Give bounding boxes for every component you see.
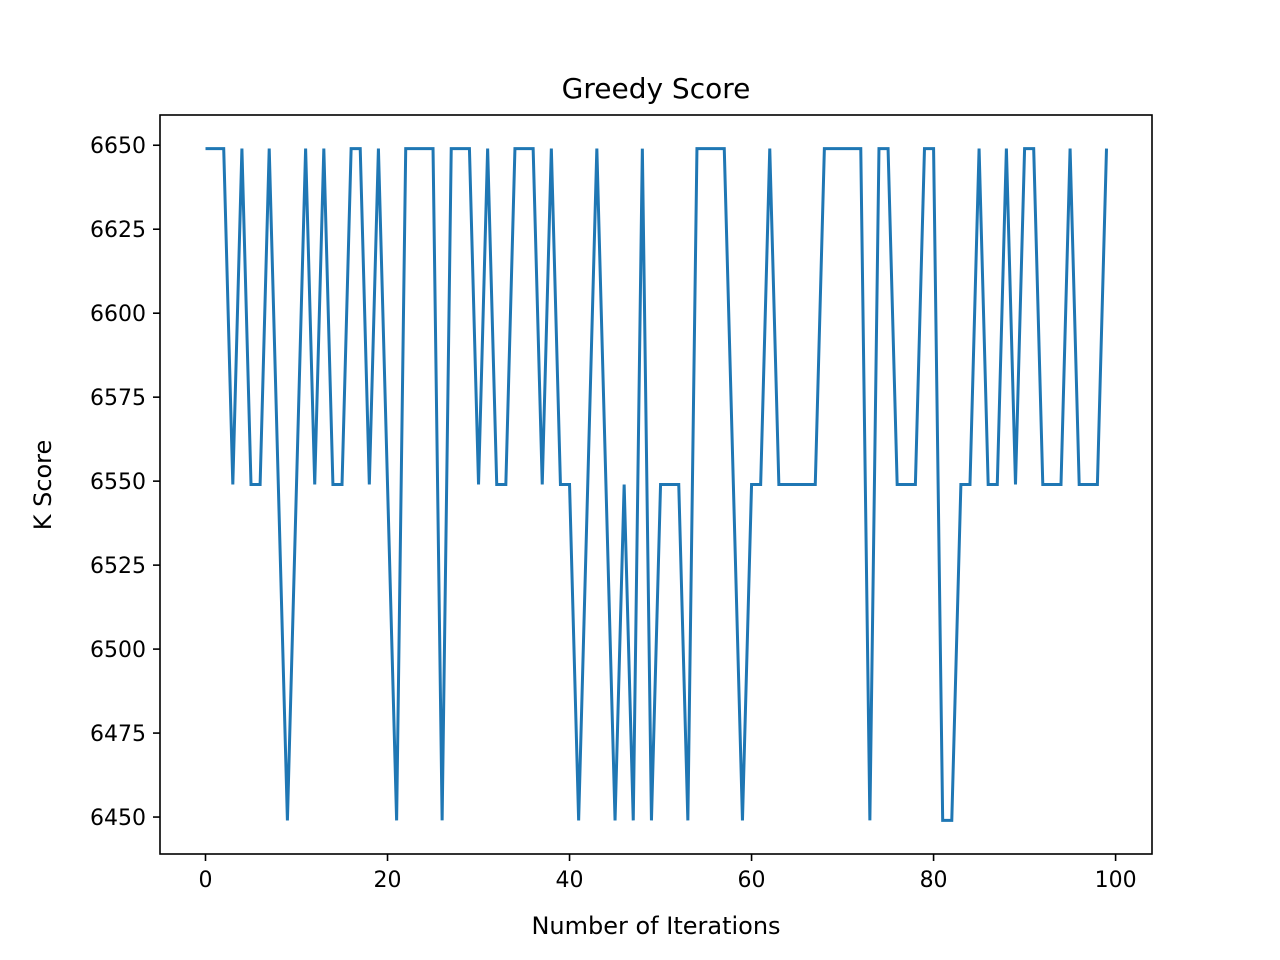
series-line-0 <box>205 147 1108 822</box>
x-axis-label: Number of Iterations <box>531 912 780 940</box>
chart-title: Greedy Score <box>562 72 751 105</box>
y-tick-label: 6475 <box>90 722 146 747</box>
x-tick-label: 100 <box>1095 868 1137 893</box>
x-tick-label: 0 <box>199 868 213 893</box>
y-tick-label: 6525 <box>90 554 146 579</box>
x-tick-label: 60 <box>738 868 766 893</box>
y-tick-label: 6550 <box>90 470 146 495</box>
x-tick-label: 20 <box>374 868 402 893</box>
y-tick-label: 6575 <box>90 386 146 411</box>
y-tick-label: 6650 <box>90 134 146 159</box>
y-tick-label: 6625 <box>90 218 146 243</box>
y-axis-label: K Score <box>29 440 57 531</box>
x-tick-label: 40 <box>556 868 584 893</box>
y-tick-label: 6500 <box>90 638 146 663</box>
x-tick-label: 80 <box>920 868 948 893</box>
axes-frame <box>159 114 1153 855</box>
y-tick-label: 6450 <box>90 806 146 831</box>
axis-ticks: 0 20 40 60 80 100 6450 6475 6500 6525 6550 6575 6600… <box>90 134 1137 893</box>
plot-area <box>205 147 1108 822</box>
y-tick-label: 6600 <box>90 302 146 327</box>
